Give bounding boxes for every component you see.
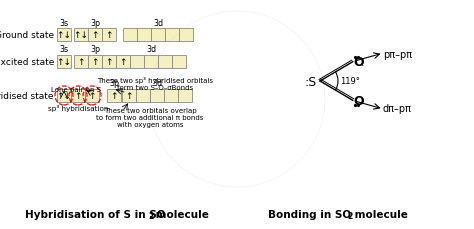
Text: ↑: ↑ <box>88 92 96 101</box>
Text: ↑↓: ↑↓ <box>73 31 89 40</box>
Text: molecule: molecule <box>351 209 408 219</box>
Text: :: : <box>361 96 365 106</box>
Bar <box>123 29 137 42</box>
Bar <box>85 90 99 103</box>
Text: 2: 2 <box>148 211 153 220</box>
Bar <box>74 29 88 42</box>
Text: 3d: 3d <box>153 18 163 27</box>
Text: 3s: 3s <box>59 18 69 27</box>
Text: ↑: ↑ <box>119 58 127 67</box>
Bar <box>165 29 179 42</box>
Text: ↑↓: ↑↓ <box>56 31 72 40</box>
Text: Hybridised state: Hybridised state <box>0 92 54 101</box>
Text: pπ–pπ: pπ–pπ <box>383 49 412 60</box>
Bar <box>57 90 71 103</box>
Text: These two sp³ hybridised orbitals
form two S–O–σBonds: These two sp³ hybridised orbitals form t… <box>97 77 213 91</box>
Text: 119°: 119° <box>340 77 360 86</box>
Bar <box>151 29 165 42</box>
Bar <box>74 56 88 69</box>
Text: O: O <box>354 94 365 107</box>
Bar <box>57 56 71 69</box>
Text: Excited state: Excited state <box>0 58 54 67</box>
Bar <box>107 90 121 103</box>
Text: sp³ hybridisation: sp³ hybridisation <box>48 105 108 112</box>
Bar <box>102 56 116 69</box>
Bar <box>57 29 71 42</box>
Text: Lone pair on S: Lone pair on S <box>51 87 101 93</box>
Bar <box>116 56 130 69</box>
Bar <box>144 56 158 69</box>
Text: ↑: ↑ <box>77 58 85 67</box>
Text: ↑: ↑ <box>105 58 113 67</box>
Text: 3s: 3s <box>59 45 69 54</box>
Text: 2: 2 <box>347 211 352 220</box>
Text: ↑: ↑ <box>110 92 118 101</box>
Bar <box>164 90 178 103</box>
Bar <box>179 29 193 42</box>
Text: ↑↓: ↑↓ <box>56 92 72 101</box>
Text: 3d: 3d <box>152 79 162 88</box>
Text: ↑: ↑ <box>91 31 99 40</box>
Bar <box>172 56 186 69</box>
Text: ↑: ↑ <box>91 58 99 67</box>
Text: Ground state: Ground state <box>0 31 54 40</box>
Text: :S: :S <box>305 75 317 88</box>
Text: 3p: 3p <box>109 79 119 88</box>
Bar <box>178 90 192 103</box>
Bar <box>150 90 164 103</box>
Text: ↑: ↑ <box>105 31 113 40</box>
Bar <box>158 56 172 69</box>
Bar <box>122 90 136 103</box>
Bar <box>130 56 144 69</box>
Text: molecule: molecule <box>152 209 209 219</box>
Text: 3p: 3p <box>90 18 100 27</box>
Bar <box>71 90 85 103</box>
Text: Hybridisation of S in SO: Hybridisation of S in SO <box>25 209 165 219</box>
Text: 3d: 3d <box>146 45 156 54</box>
Text: Bonding in SO: Bonding in SO <box>268 209 352 219</box>
Bar <box>137 29 151 42</box>
Bar <box>88 56 102 69</box>
Text: ↑: ↑ <box>125 92 133 101</box>
Text: O: O <box>354 56 365 69</box>
Text: dπ–pπ: dπ–pπ <box>383 104 412 114</box>
Text: 3p: 3p <box>90 45 100 54</box>
Text: ↑: ↑ <box>74 92 82 101</box>
Text: ↑↓: ↑↓ <box>56 58 72 67</box>
Bar <box>102 29 116 42</box>
Text: :: : <box>361 57 365 67</box>
Text: These two orbitals overlap
to form two additional π bonds
with oxygen atoms: These two orbitals overlap to form two a… <box>96 108 204 128</box>
Bar <box>88 29 102 42</box>
Bar <box>136 90 150 103</box>
